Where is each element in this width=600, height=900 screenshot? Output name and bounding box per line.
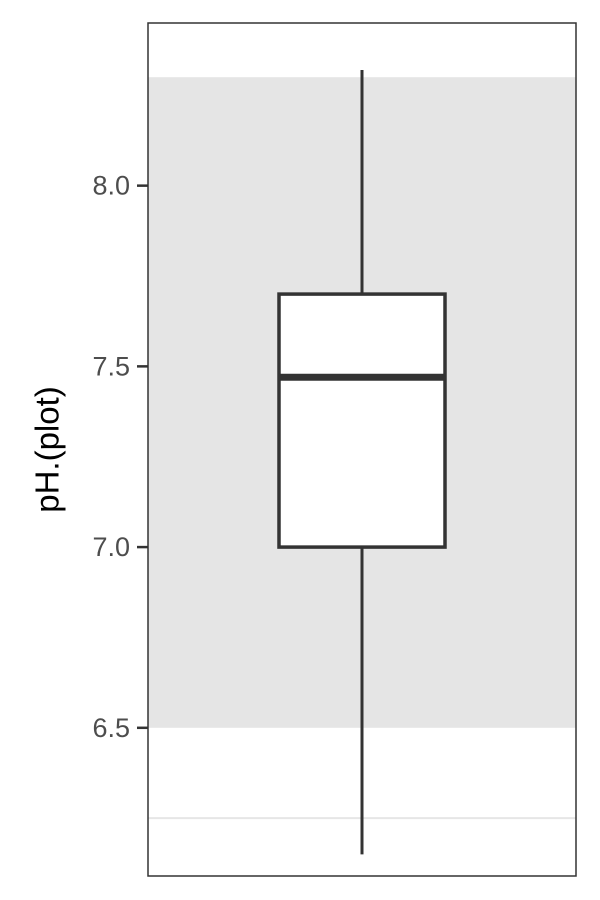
y-axis: 6.5 7.0 7.5 8.0 [92,171,148,743]
interquartile-box [277,292,447,549]
plot-panel-border [147,22,577,877]
y-tick-label: 7.0 [92,532,130,562]
y-tick-label: 8.0 [92,171,130,201]
y-axis-title: pH.(plot) [29,386,66,513]
y-tick-label: 7.5 [92,351,130,381]
y-tick-label: 6.5 [92,713,130,743]
